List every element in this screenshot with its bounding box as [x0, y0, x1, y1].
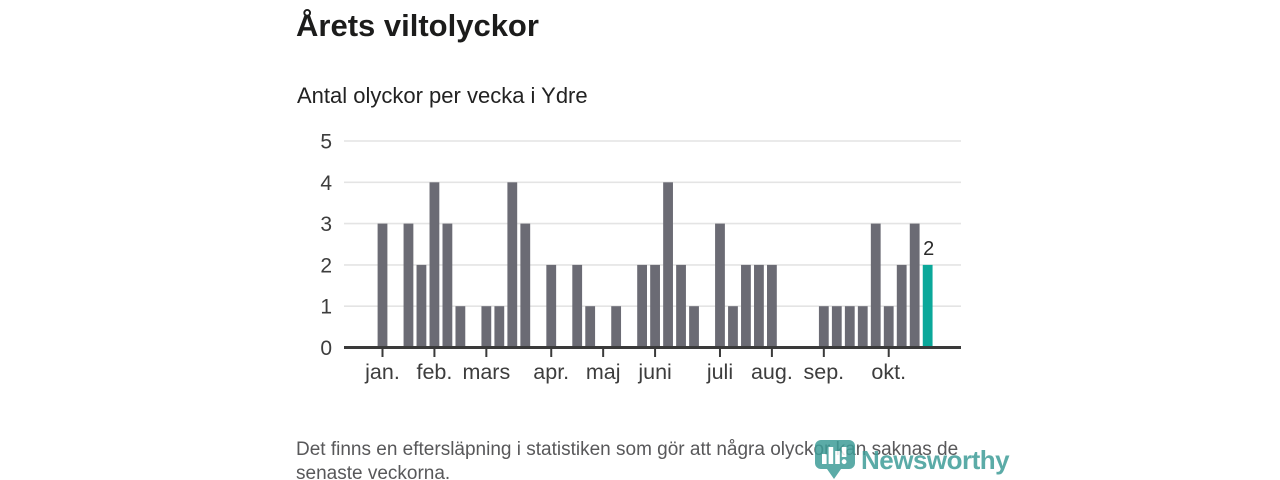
bar-week: [818, 306, 829, 348]
x-axis-month-label: aug.: [751, 360, 793, 384]
x-axis-month-label: mars: [462, 360, 510, 384]
y-axis-tick-label: 4: [320, 172, 332, 195]
bar-week: [507, 182, 518, 348]
bar-week: [689, 306, 699, 348]
bar-week: [494, 306, 505, 348]
newsworthy-logo-text: Newsworthy: [861, 445, 1010, 475]
y-axis-tick-label: 2: [320, 254, 332, 277]
bar-week: [896, 264, 907, 348]
bar-week: [676, 264, 686, 348]
x-axis-month-label: apr.: [533, 360, 569, 384]
bar-week: [728, 306, 738, 348]
bar-week: [377, 223, 388, 348]
bar-week: [715, 223, 725, 348]
bar-week: [481, 306, 492, 348]
bar-week: [416, 264, 427, 348]
chart-title: Årets viltolyckor: [296, 8, 539, 43]
bar-week: [663, 182, 673, 348]
bar-week: [520, 223, 531, 348]
bar-current-week: [922, 264, 933, 348]
x-axis-month-label: juli: [706, 360, 733, 384]
weekly-accidents-bar-chart: 0 1 2 3 4 5 jan. feb. mars apr. maj juni juli aug. sep…: [320, 131, 961, 384]
x-axis-month-label: sep.: [803, 360, 844, 384]
newsworthy-logo: Newsworthy: [814, 439, 1010, 479]
bar-week: [857, 306, 868, 348]
chart-subtitle: Antal olyckor per vecka i Ydre: [297, 83, 588, 108]
bar-value-label: 2: [923, 238, 934, 260]
bar-week: [637, 264, 647, 348]
bar-week: [572, 264, 583, 348]
bar-week: [546, 264, 557, 348]
bar-week: [585, 306, 596, 348]
y-axis-tick-label: 3: [320, 213, 332, 236]
x-axis-month-label: juni: [637, 360, 671, 384]
bar-week: [429, 182, 440, 348]
newsworthy-bubble-chart-icon: [815, 440, 855, 479]
x-axis-month-label: maj: [586, 360, 621, 384]
y-axis-tick-label: 0: [320, 337, 332, 360]
bar-week: [909, 223, 920, 348]
bar-week: [455, 306, 466, 348]
x-axis-month-label: feb.: [416, 360, 452, 384]
y-axis-tick-label: 1: [320, 296, 332, 319]
footnote: Det finns en eftersläpning i statistiken…: [296, 439, 959, 480]
x-axis-month-label: okt.: [871, 360, 906, 384]
bar-week: [741, 264, 751, 348]
bar-week: [831, 306, 842, 348]
bar-week: [754, 264, 764, 348]
bar-week: [870, 223, 881, 348]
bar-week: [883, 306, 894, 348]
bar-week: [650, 264, 660, 348]
bar-week: [767, 264, 777, 348]
bar-week: [611, 306, 622, 348]
x-axis-month-label: jan.: [364, 360, 400, 384]
y-axis-tick-label: 5: [320, 131, 332, 154]
bar-week: [442, 223, 453, 348]
bar-week: [403, 223, 414, 348]
bar-week: [844, 306, 855, 348]
